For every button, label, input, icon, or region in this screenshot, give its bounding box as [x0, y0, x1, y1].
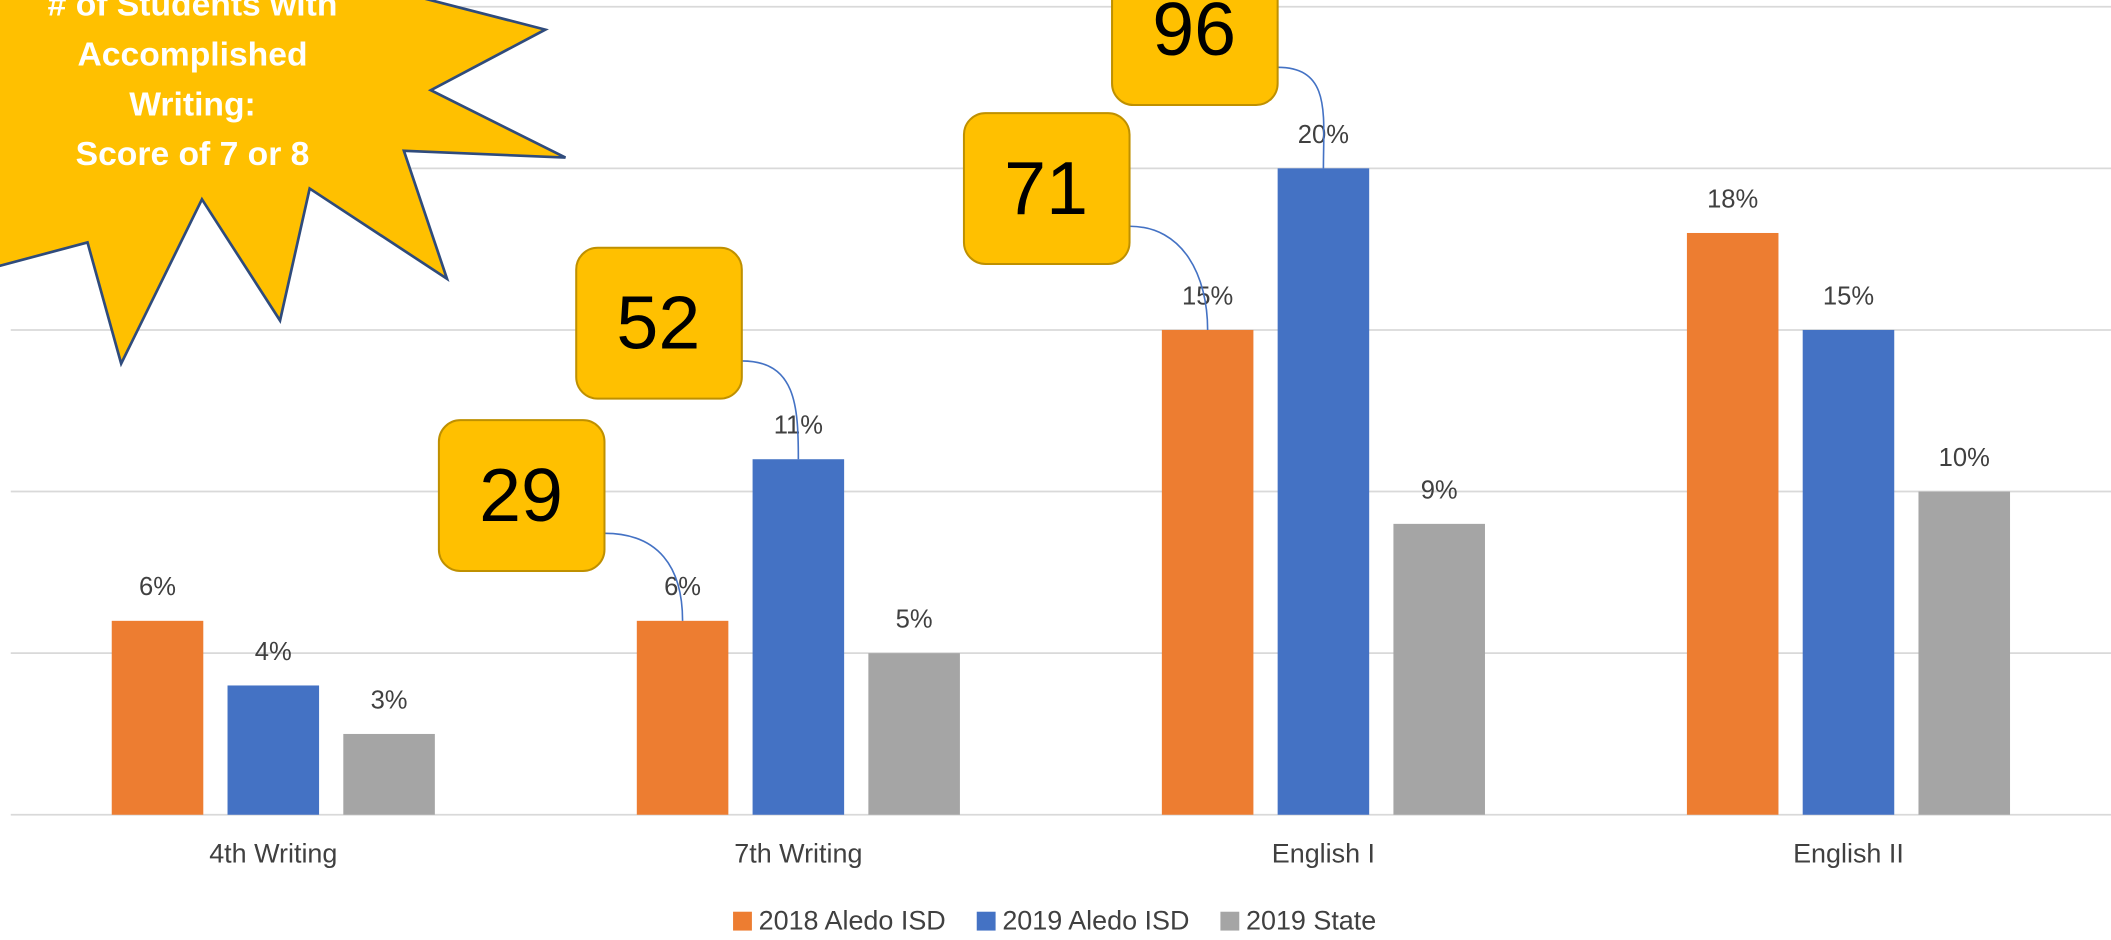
- bar: [1918, 491, 2011, 815]
- value-label: 3%: [371, 686, 408, 714]
- legend-swatch: [976, 911, 996, 931]
- starburst-shape: [0, 0, 567, 368]
- value-label: 15%: [1823, 282, 1874, 310]
- value-label: 18%: [1707, 185, 1758, 213]
- starburst-text: # of Students with Accomplished Writing: Sc…: [48, 0, 338, 173]
- bar: [1277, 168, 1370, 815]
- bar: [868, 653, 960, 815]
- value-label: 6%: [139, 573, 176, 601]
- bar: [1686, 232, 1779, 815]
- value-label: 15%: [1182, 282, 1233, 310]
- bar: [1161, 329, 1254, 815]
- callout-text: 52: [616, 281, 700, 365]
- bar: [111, 620, 204, 815]
- callouts: 29 52 71 96: [437, 0, 1325, 621]
- callout-box: [1111, 0, 1279, 107]
- x-tick-label: English II: [1793, 838, 1904, 868]
- bar: [1393, 523, 1485, 815]
- bar: [636, 620, 729, 815]
- x-tick-label: 7th Writing: [734, 838, 862, 868]
- starburst-line: Accomplished: [78, 36, 308, 73]
- starburst-line: Score of 7 or 8: [76, 136, 310, 173]
- bar: [752, 459, 845, 815]
- x-tick-label: 4th Writing: [209, 838, 337, 868]
- legend-label: 2019 Aledo ISD: [1002, 906, 1189, 936]
- starburst-line: Writing:: [129, 86, 255, 123]
- callout-box: [962, 112, 1131, 265]
- callout-leader: [604, 532, 684, 621]
- callout-text: 29: [479, 453, 563, 537]
- legend-label: 2018 Aledo ISD: [759, 906, 946, 936]
- bar: [343, 733, 435, 815]
- callout-leader: [1277, 66, 1325, 169]
- starburst-line: # of Students with: [48, 0, 338, 24]
- callout-leader: [741, 360, 800, 460]
- value-label: 6%: [664, 573, 701, 601]
- legend-swatch: [1220, 911, 1240, 931]
- callout-text: 71: [1004, 146, 1088, 230]
- legend-label: 2019 State: [1246, 906, 1376, 936]
- bar: [1802, 329, 1895, 815]
- x-tick-label: English I: [1272, 838, 1375, 868]
- legend: 2018 Aledo ISD 2019 Aledo ISD 2019 State: [733, 906, 1376, 936]
- value-label: 4%: [255, 638, 292, 666]
- callout-leader: [1129, 225, 1209, 330]
- bar: [227, 685, 320, 815]
- callout-box: [575, 246, 743, 400]
- value-label: 9%: [1421, 476, 1458, 504]
- value-label: 5%: [896, 606, 933, 634]
- starburst: # of Students with Accomplished Writing: Sc…: [0, 0, 567, 368]
- legend-swatch: [733, 911, 752, 931]
- callout-text: 96: [1152, 0, 1236, 71]
- callout-box: [437, 419, 606, 573]
- value-label: 10%: [1939, 444, 1990, 472]
